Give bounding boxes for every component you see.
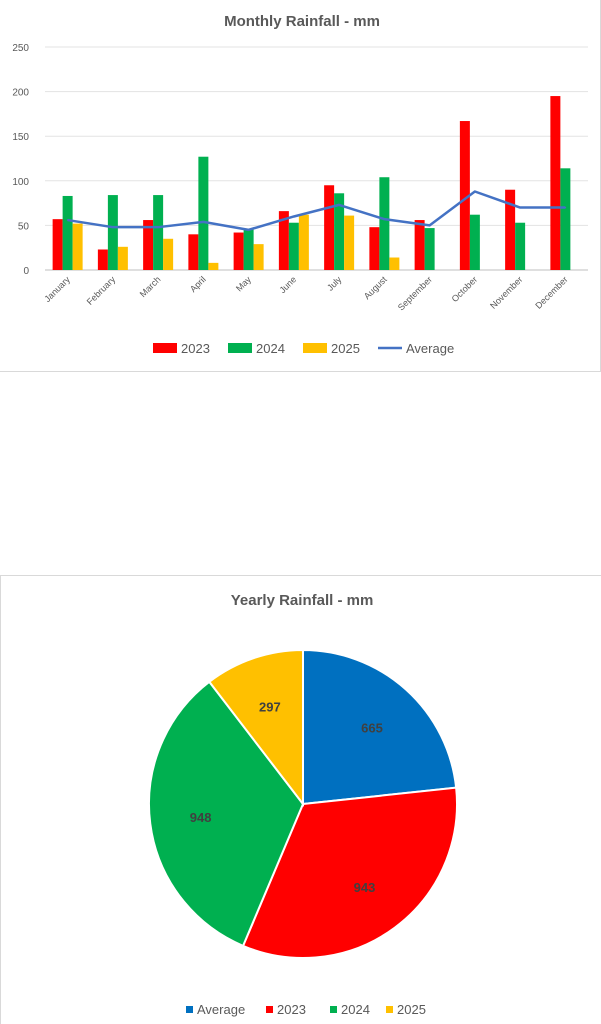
bar-2025-january (72, 223, 83, 270)
legend-label-average: Average (197, 1002, 245, 1017)
bar-2023-september (414, 220, 425, 270)
bar-2024-april (198, 156, 209, 270)
legend-label-2025: 2025 (331, 341, 360, 356)
legend-label-average: Average (406, 341, 454, 356)
x-tick-label: February (85, 274, 118, 307)
y-tick-label: 100 (12, 177, 29, 188)
bar-2024-march (153, 195, 164, 270)
x-tick-label: December (533, 274, 569, 310)
yearly-rainfall-svg: Yearly Rainfall - mm 665 943 948 297 Average 2… (148, 592, 458, 1017)
legend-swatch-2024 (228, 343, 252, 353)
legend-swatch-2025 (386, 1006, 393, 1013)
bar-2025-july (344, 215, 355, 270)
x-tick-label: May (234, 274, 253, 293)
bar-2025-april (208, 262, 219, 270)
legend-swatch-average (186, 1006, 193, 1013)
data-label-average: 665 (361, 720, 383, 735)
x-tick-label: October (450, 274, 480, 304)
bar-2023-november (505, 189, 516, 270)
chart-title: Monthly Rainfall - mm (224, 13, 380, 30)
monthly-rainfall-svg: Monthly Rainfall - mm 0 50 100 150 200 250 Janu… (12, 13, 588, 356)
data-label-2025: 297 (259, 699, 281, 714)
bar-2023-january (52, 219, 63, 270)
y-tick-label: 200 (12, 88, 29, 99)
bar-2023-june (278, 211, 289, 270)
y-tick-label: 250 (12, 43, 29, 54)
point-average-february (112, 226, 114, 228)
legend-swatch-2024 (330, 1006, 337, 1013)
monthly-rainfall-chart: Monthly Rainfall - mm 0 50 100 150 200 250 Janu… (0, 0, 601, 372)
point-average-april (202, 221, 205, 223)
pie-slice-2023 (241, 786, 458, 959)
bar-2023-may (233, 232, 244, 270)
bar-2024-november (515, 222, 526, 270)
x-tick-label: July (325, 274, 344, 293)
bar-2023-march (143, 220, 154, 270)
bar-2023-december (550, 96, 561, 270)
bar-2023-april (188, 234, 199, 270)
point-average-june (293, 215, 295, 218)
x-tick-label: August (362, 274, 389, 301)
bar-2023-february (97, 249, 108, 270)
x-tick-label: April (188, 274, 208, 294)
point-average-november (519, 206, 521, 209)
bar-2023-october (459, 121, 470, 270)
y-tick-label: 150 (12, 132, 29, 143)
point-average-january (66, 219, 69, 221)
legend-swatch-2023 (266, 1006, 273, 1013)
x-tick-label: September (396, 274, 434, 312)
yearly-rainfall-chart: Yearly Rainfall - mm 665 943 948 297 Average 2… (0, 575, 601, 1024)
bar-2024-february (107, 195, 118, 270)
bar-2024-july (334, 193, 345, 270)
legend-label-2024: 2024 (341, 1002, 370, 1017)
bar-2024-august (379, 177, 390, 270)
x-tick-label: June (277, 274, 298, 295)
point-average-may (247, 229, 250, 231)
legend-label-2023: 2023 (277, 1002, 306, 1017)
bar-2023-august (369, 227, 380, 270)
pie-slice-average (302, 648, 458, 806)
line-average (67, 190, 566, 232)
point-average-december (564, 206, 567, 209)
legend-label-2025: 2025 (397, 1002, 426, 1017)
bar-2025-february (117, 246, 128, 270)
chart-title: Yearly Rainfall - mm (231, 592, 374, 609)
legend-label-2023: 2023 (181, 341, 210, 356)
bar-2024-september (424, 228, 435, 270)
pie-slice-2025 (207, 648, 304, 807)
legend-label-2024: 2024 (256, 341, 285, 356)
bar-2024-may (243, 228, 254, 270)
legend-swatch-2025 (303, 343, 327, 353)
x-tick-label: November (488, 274, 524, 310)
bar-2024-june (288, 222, 299, 270)
x-tick-label: March (138, 274, 163, 299)
pie-slice-2024 (148, 680, 305, 948)
bar-2024-october (469, 214, 480, 270)
bar-2025-june (298, 214, 309, 270)
data-label-2024: 948 (190, 810, 212, 825)
x-tick-label: January (42, 274, 72, 304)
point-average-march (157, 226, 159, 228)
point-average-september (428, 224, 431, 227)
data-label-2023: 943 (354, 880, 376, 895)
bar-2025-may (253, 244, 264, 270)
bar-2025-march (163, 238, 174, 270)
point-average-july (338, 204, 340, 206)
y-tick-label: 50 (18, 221, 30, 232)
bar-2025-august (389, 257, 400, 270)
bar-2023-july (324, 185, 335, 270)
point-average-august (383, 218, 386, 220)
point-average-october (474, 190, 476, 193)
bar-2024-january (62, 195, 73, 270)
y-tick-label: 0 (23, 266, 29, 277)
bar-2024-december (560, 168, 571, 270)
legend-swatch-2023 (153, 343, 177, 353)
